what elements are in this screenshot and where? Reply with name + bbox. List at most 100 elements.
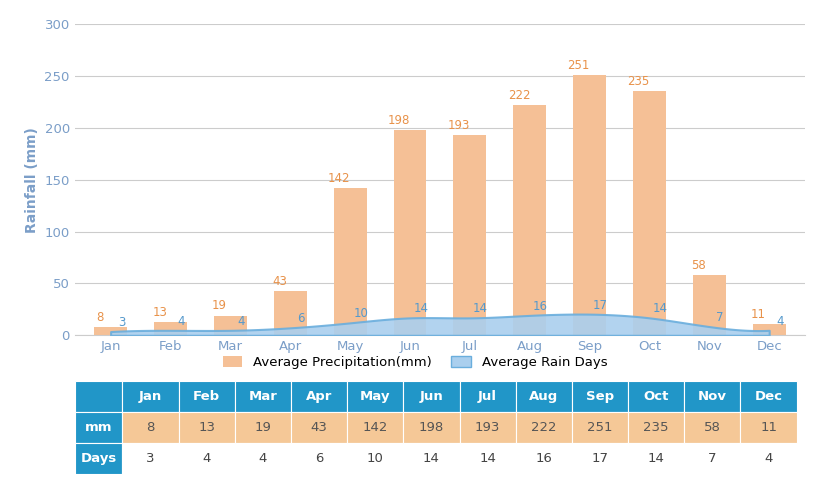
Text: 58: 58 — [691, 259, 706, 272]
Text: 14: 14 — [652, 302, 667, 315]
Text: 235: 235 — [627, 75, 650, 88]
Text: 4: 4 — [178, 315, 185, 328]
FancyBboxPatch shape — [740, 443, 797, 474]
Text: 16: 16 — [535, 452, 552, 465]
Text: 14: 14 — [479, 452, 496, 465]
Text: 8: 8 — [146, 421, 154, 434]
Text: 251: 251 — [588, 421, 613, 434]
Text: 222: 222 — [531, 421, 557, 434]
FancyBboxPatch shape — [178, 443, 235, 474]
Text: Jan: Jan — [139, 390, 162, 403]
Text: 13: 13 — [198, 421, 215, 434]
FancyBboxPatch shape — [684, 381, 740, 412]
FancyBboxPatch shape — [291, 381, 347, 412]
FancyBboxPatch shape — [235, 412, 291, 443]
Bar — [753, 324, 786, 335]
Text: May: May — [360, 390, 391, 403]
Text: Jun: Jun — [420, 390, 443, 403]
Text: Feb: Feb — [193, 390, 220, 403]
Text: 6: 6 — [315, 452, 324, 465]
Text: Apr: Apr — [306, 390, 332, 403]
FancyBboxPatch shape — [515, 443, 572, 474]
Text: 17: 17 — [593, 298, 608, 311]
Text: Jul: Jul — [478, 390, 497, 403]
Text: 4: 4 — [776, 315, 784, 328]
Bar — [393, 130, 427, 335]
FancyBboxPatch shape — [684, 443, 740, 474]
Legend: Average Precipitation(mm), Average Rain Days: Average Precipitation(mm), Average Rain … — [216, 349, 614, 376]
FancyBboxPatch shape — [515, 412, 572, 443]
Text: 251: 251 — [568, 59, 590, 72]
Bar — [513, 105, 546, 335]
FancyBboxPatch shape — [178, 381, 235, 412]
Bar — [633, 91, 666, 335]
FancyBboxPatch shape — [291, 412, 347, 443]
Text: 4: 4 — [259, 452, 267, 465]
FancyBboxPatch shape — [628, 412, 684, 443]
Text: 4: 4 — [764, 452, 773, 465]
Text: 3: 3 — [146, 452, 155, 465]
FancyBboxPatch shape — [460, 381, 515, 412]
Bar — [573, 75, 606, 335]
Text: 16: 16 — [533, 300, 548, 313]
FancyBboxPatch shape — [178, 412, 235, 443]
Text: Dec: Dec — [754, 390, 783, 403]
Text: Nov: Nov — [698, 390, 727, 403]
FancyBboxPatch shape — [628, 443, 684, 474]
FancyBboxPatch shape — [460, 412, 515, 443]
Text: 7: 7 — [708, 452, 716, 465]
Text: 235: 235 — [643, 421, 669, 434]
Y-axis label: Rainfall (mm): Rainfall (mm) — [25, 126, 39, 233]
Text: 14: 14 — [413, 302, 428, 315]
Text: 198: 198 — [419, 421, 444, 434]
Text: 14: 14 — [473, 302, 488, 315]
Text: 142: 142 — [363, 421, 388, 434]
FancyBboxPatch shape — [347, 381, 403, 412]
Bar — [274, 291, 307, 335]
FancyBboxPatch shape — [740, 381, 797, 412]
Text: 13: 13 — [152, 306, 167, 319]
Text: Days: Days — [81, 452, 117, 465]
FancyBboxPatch shape — [628, 381, 684, 412]
Bar — [453, 135, 486, 335]
FancyBboxPatch shape — [235, 381, 291, 412]
FancyBboxPatch shape — [403, 381, 460, 412]
Text: 11: 11 — [751, 308, 766, 321]
Text: 17: 17 — [592, 452, 608, 465]
Bar — [214, 316, 247, 335]
FancyBboxPatch shape — [515, 381, 572, 412]
Text: 142: 142 — [328, 172, 350, 185]
FancyBboxPatch shape — [740, 412, 797, 443]
FancyBboxPatch shape — [123, 381, 178, 412]
Text: 14: 14 — [423, 452, 440, 465]
Text: 8: 8 — [96, 311, 104, 324]
Text: Mar: Mar — [248, 390, 277, 403]
FancyBboxPatch shape — [291, 443, 347, 474]
Text: 193: 193 — [448, 119, 471, 132]
FancyBboxPatch shape — [572, 381, 628, 412]
Text: 193: 193 — [475, 421, 500, 434]
FancyBboxPatch shape — [572, 443, 628, 474]
Text: 10: 10 — [354, 307, 369, 320]
FancyBboxPatch shape — [684, 412, 740, 443]
Text: 4: 4 — [203, 452, 211, 465]
FancyBboxPatch shape — [460, 443, 515, 474]
FancyBboxPatch shape — [347, 443, 403, 474]
Text: 19: 19 — [255, 421, 271, 434]
Text: 43: 43 — [310, 421, 328, 434]
Bar — [154, 322, 187, 335]
Text: Aug: Aug — [530, 390, 559, 403]
FancyBboxPatch shape — [347, 412, 403, 443]
Text: Sep: Sep — [586, 390, 614, 403]
Text: 10: 10 — [367, 452, 383, 465]
Text: 43: 43 — [272, 274, 287, 287]
FancyBboxPatch shape — [235, 443, 291, 474]
Text: 11: 11 — [760, 421, 777, 434]
FancyBboxPatch shape — [123, 443, 178, 474]
Text: 6: 6 — [297, 312, 305, 325]
FancyBboxPatch shape — [75, 381, 123, 412]
Text: 7: 7 — [716, 311, 724, 324]
Text: 4: 4 — [237, 315, 245, 328]
Text: 198: 198 — [388, 114, 410, 127]
Bar — [94, 327, 127, 335]
